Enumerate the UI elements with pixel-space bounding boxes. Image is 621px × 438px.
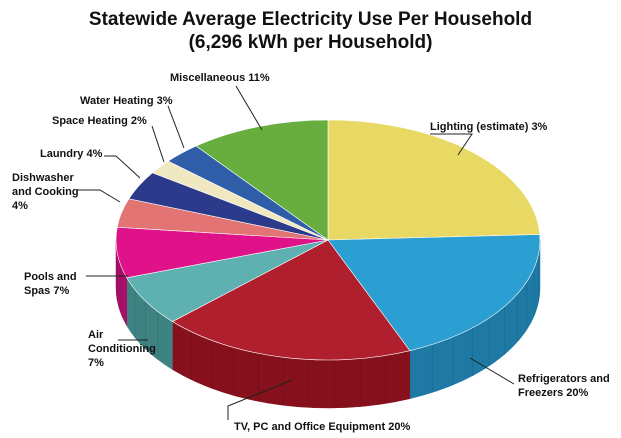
leader-line — [235, 85, 263, 131]
slice-label-air-conditioning: Air — [88, 329, 104, 341]
slice-label-air-conditioning: Conditioning — [88, 343, 156, 355]
pie-side-walls — [115, 239, 541, 409]
leader-line — [469, 357, 515, 385]
slice-label-lighting-estimate: Lighting (estimate) 3% — [430, 121, 548, 133]
slice-label-dishwasher-and-cooking: and Cooking — [12, 186, 79, 198]
leader-line — [167, 105, 185, 149]
chart-title: Statewide Average Electricity Use Per Ho… — [0, 8, 621, 54]
slice-label-space-heating: Space Heating 2% — [52, 115, 147, 127]
chart-subtitle: (6,296 kWh per Household) — [188, 32, 433, 53]
leader-line — [104, 155, 141, 179]
leader-line — [430, 133, 473, 156]
pie-labels: Lighting (estimate) 3% Refrigerators and F… — [12, 72, 610, 433]
pie-top-faces — [115, 119, 541, 361]
slice-label-pools-and-spas: Spas 7% — [24, 285, 69, 297]
slice-label-pools-and-spas: Pools and — [24, 271, 77, 283]
slice-label-water-heating: Water Heating 3% — [80, 95, 173, 107]
leader-line — [78, 189, 121, 203]
slice-label-dishwasher-and-cooking: 4% — [12, 200, 28, 212]
slice-label-refrigerators-and-freezers: Refrigerators and — [518, 373, 610, 385]
slice-label-tv-pc-and-office-equipment: TV, PC and Office Equipment 20% — [234, 421, 410, 433]
leader-line — [227, 379, 293, 420]
slice-label-miscellaneous: Miscellaneous 11% — [170, 72, 270, 84]
slice-label-dishwasher-and-cooking: Dishwasher — [12, 172, 74, 184]
pie-slice-miscellaneous — [195, 119, 329, 241]
pie-slice-refrigerators-and-freezers — [327, 234, 541, 352]
slice-label-laundry: Laundry 4% — [40, 148, 103, 160]
slice-label-refrigerators-and-freezers: Freezers 20% — [518, 387, 589, 399]
slice-label-air-conditioning: 7% — [88, 357, 104, 369]
chart-title-line: Statewide Average Electricity Use Per Ho… — [88, 9, 533, 30]
leader-line — [151, 125, 165, 163]
pie-slice-lighting-estimate — [327, 119, 541, 241]
pie-slice-tv-pc-and-office-equipment — [171, 239, 411, 361]
